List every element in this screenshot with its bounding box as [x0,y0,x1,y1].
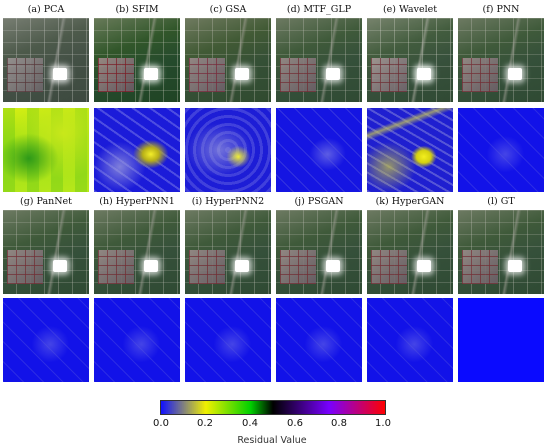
colorbar-tick-1: 0.2 [197,418,213,429]
residual-pca [3,108,89,192]
image-mtf-glp [276,18,362,102]
image-hypergan [367,210,453,294]
colorbar-tick-3: 0.6 [287,418,303,429]
image-pca [3,18,89,102]
residual-hyperpnn1 [94,298,180,382]
residual-sfim [94,108,180,192]
panel-label-hypergan: (k) HyperGAN [375,196,445,207]
image-hyperpnn1 [94,210,180,294]
colorbar-tick-0: 0.0 [153,418,169,429]
panel-label-pnn: (f) PNN [482,4,520,15]
residual-pannet [3,298,89,382]
residual-mtf-glp [276,108,362,192]
residual-gt [458,298,544,382]
panel-label-hyperpnn2: (i) HyperPNN2 [191,196,265,207]
panel-label-pannet: (g) PanNet [19,196,72,207]
residual-hypergan [367,298,453,382]
residual-gsa [185,108,271,192]
colorbar-title: Residual Value [237,435,307,446]
colorbar [160,400,386,415]
image-hyperpnn2 [185,210,271,294]
image-pnn [458,18,544,102]
image-gt [458,210,544,294]
panel-label-wavelet: (e) Wavelet [382,4,438,15]
panel-label-gt: (l) GT [487,196,515,207]
residual-psgan [276,298,362,382]
colorbar-tick-2: 0.4 [242,418,258,429]
panel-label-mtf-glp: (d) MTF_GLP [286,4,352,15]
panel-label-sfim: (b) SFIM [115,4,159,15]
image-psgan [276,210,362,294]
panel-label-hyperpnn1: (h) HyperPNN1 [99,196,175,207]
colorbar-tick-5: 1.0 [375,418,391,429]
panel-label-psgan: (j) PSGAN [294,196,344,207]
colorbar-tick-4: 0.8 [331,418,347,429]
panel-label-gsa: (c) GSA [209,4,247,15]
image-sfim [94,18,180,102]
residual-hyperpnn2 [185,298,271,382]
image-wavelet [367,18,453,102]
residual-pnn [458,108,544,192]
image-gsa [185,18,271,102]
panel-label-pca: (a) PCA [27,4,65,15]
residual-wavelet [367,108,453,192]
image-pannet [3,210,89,294]
